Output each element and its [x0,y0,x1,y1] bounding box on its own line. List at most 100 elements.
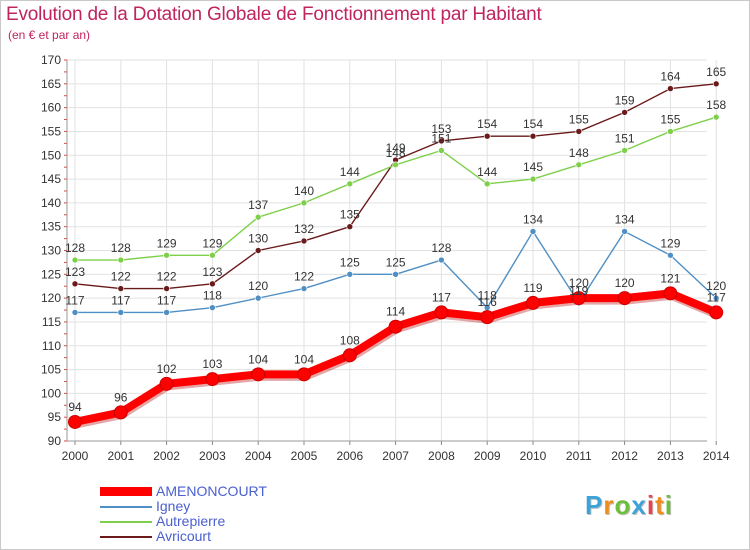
data-label: 119 [569,284,588,298]
data-point [529,175,537,183]
data-label: 114 [386,305,405,319]
data-label: 120 [569,276,589,290]
data-point [392,271,399,278]
data-label: 96 [114,390,128,404]
data-label: 155 [569,112,589,126]
x-tick-label: 2006 [336,449,363,463]
y-tick-label: 130 [41,244,61,258]
legend-label: Autrepierre [156,513,226,529]
data-point [300,285,308,292]
data-label: 154 [477,117,497,131]
data-label: 134 [615,212,635,226]
data-point [434,305,449,320]
data-point [251,367,266,382]
y-tick-label: 140 [41,196,61,210]
logo-letter: x [631,490,647,520]
data-label: 103 [202,357,222,371]
data-point [575,128,583,135]
series-amenoncourt [68,286,724,429]
data-label: 144 [477,165,497,179]
data-point [71,280,79,288]
logo-letter: i [664,490,673,520]
data-label: 104 [248,352,268,366]
data-label: 123 [65,265,85,279]
data-point [483,180,491,188]
data-point [163,285,170,292]
x-tick-label: 2010 [520,449,547,463]
y-tick-label: 110 [42,339,61,353]
legend-item-avricourt: Avricourt [100,528,360,544]
data-point [392,161,399,169]
grid [67,59,717,442]
data-label: 121 [660,271,680,285]
data-point [117,285,125,292]
data-label: 123 [202,265,222,279]
x-tick-label: 2011 [566,449,592,463]
data-label: 134 [523,212,543,226]
y-tick-label: 105 [41,363,61,377]
logo-letter: o [614,490,632,520]
data-label: 116 [478,295,497,309]
data-point [163,309,170,316]
data-label: 148 [569,146,589,160]
data-label: 158 [706,98,726,112]
data-point [438,256,445,264]
x-tick-label: 2004 [245,449,272,463]
data-label: 118 [203,289,222,303]
data-label: 140 [294,184,314,198]
data-label: 94 [68,400,82,414]
data-label: 120 [248,279,268,293]
data-point [617,291,632,306]
data-label: 137 [248,198,268,212]
x-tick-label: 2008 [428,449,455,463]
data-point [621,109,628,116]
data-label: 159 [615,93,635,107]
data-point [254,213,262,221]
y-tick-label: 135 [41,220,61,234]
data-point [209,280,216,288]
data-point [71,256,79,264]
data-label: 108 [340,333,360,347]
data-label: 122 [157,270,177,284]
data-point [254,247,262,254]
y-tick-label: 90 [48,434,62,448]
data-label: 144 [340,165,360,179]
data-point [342,348,357,363]
data-label: 148 [386,146,406,160]
data-label: 155 [660,112,680,126]
x-tick-label: 2013 [657,449,684,463]
data-label: 151 [615,131,635,145]
y-tick-label: 95 [48,410,62,424]
y-tick-label: 170 [41,53,61,67]
data-point [621,228,628,235]
data-point [712,80,720,88]
data-point [571,291,586,306]
data-point [297,367,311,382]
data-point [667,85,674,92]
x-tick-label: 2014 [703,449,730,463]
axes: 90 95 100 105 110 115 120 125 130 135 140 145 150 155… [41,53,730,463]
legend-item-igney: Igney [100,498,360,514]
data-label: 130 [248,232,268,246]
data-point [71,309,79,316]
data-label: 164 [660,70,680,84]
data-point [205,372,220,387]
data-label: 154 [523,117,543,131]
data-point [117,309,125,316]
chart-subtitle: (en € et par an) [8,28,91,42]
x-tick-label: 2001 [107,449,134,463]
legend-swatch [100,506,152,508]
logo-letter: t [655,490,665,520]
data-point [529,132,537,140]
y-tick-label: 165 [41,77,61,91]
data-label: 135 [340,208,360,222]
data-point [117,256,125,264]
data-label: 153 [431,122,451,136]
data-point [346,180,354,188]
logo-letter: P [585,490,604,520]
data-point [438,147,445,154]
data-label: 117 [707,290,726,304]
logo-letter: r [603,490,615,520]
series-autrepierre [71,113,720,264]
